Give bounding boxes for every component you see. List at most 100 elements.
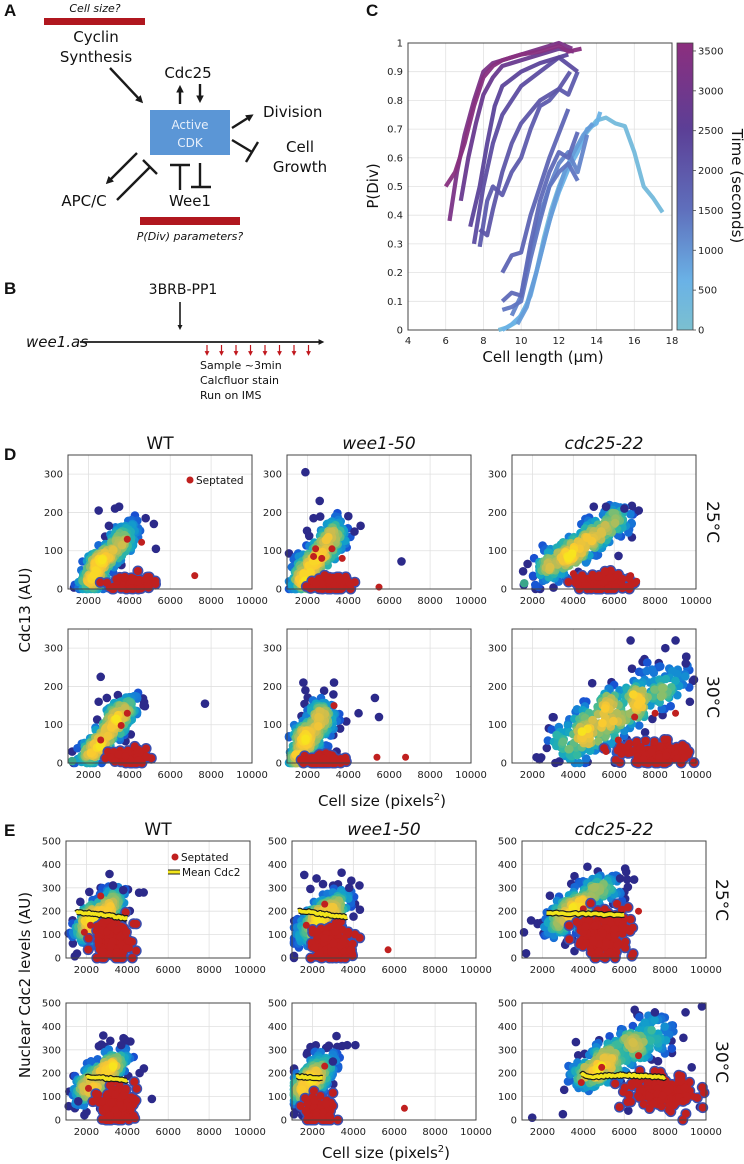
outlier-point [354,708,363,718]
scatter-point [589,883,599,892]
colorbar-tick-label: 1000 [698,246,723,257]
pdiv-question: P(Div) parameters? [137,230,244,243]
c-y-tick-label: 0.7 [387,125,403,136]
e-y-axis-label: Nuclear Cdc2 levels (AU) [16,892,34,1078]
scatter-point [624,528,633,537]
scatter-point [588,715,597,725]
septated-point [84,945,93,954]
d-title-cdc25-22: cdc25-22 [565,434,644,454]
d-legend-septated-label: Septated [196,475,244,487]
y-tick-label: 400 [42,860,61,871]
septated-point [355,933,364,942]
scatter-point [301,734,310,744]
scatter-point [314,712,323,722]
septated-point [132,946,141,955]
septated-point [602,748,610,756]
septated-point [310,552,318,560]
y-tick-label: 400 [498,860,517,871]
y-tick-label: 0 [57,585,63,596]
cell-size-question: Cell size? [69,2,120,15]
drug-label: 3BRB-PP1 [149,282,218,298]
outlier-point [67,756,77,766]
y-tick-label: 400 [268,860,287,871]
y-tick-label: 0 [276,585,282,596]
protocol-step-3: Run on IMS [200,389,262,402]
y-tick-label: 0 [276,759,282,770]
protocol-step-2: Calcfluor stain [200,374,279,387]
colorbar-tick-label: 2000 [698,166,723,177]
pdiv-curve [500,108,571,274]
scatter-point [299,569,308,579]
scatter-point [614,551,623,561]
x-tick-label: 10000 [680,596,712,607]
septated-point [102,578,111,587]
cell-size-bar [44,18,145,25]
outlier-point [315,496,325,506]
x-tick-label: 6000 [376,770,401,781]
x-tick-label: 2000 [74,965,99,976]
septated-point [601,567,609,576]
scatter-point [582,533,592,542]
x-tick-label: 4000 [115,965,140,976]
c-y-tick-label: 0.9 [387,67,403,78]
outlier-point [94,697,103,707]
y-tick-label: 200 [263,508,282,519]
x-tick-label: 4000 [336,770,361,781]
septated-point [618,574,627,583]
scatter-point [107,723,116,732]
c-y-tick-label: 0.2 [387,268,403,279]
y-tick-label: 300 [498,883,517,894]
septated-point [681,743,690,752]
c-y-axis-label: P(Div) [364,163,382,208]
scatter-point [661,674,671,684]
x-tick-label: 4000 [341,965,366,976]
scatter-point [609,716,618,726]
scatter-point [681,672,690,681]
x-tick-label: 8000 [198,770,223,781]
septated-point [123,709,131,717]
x-tick-label: 6000 [157,770,182,781]
scatter-point [634,721,644,730]
y-tick-label: 0 [511,954,517,965]
e-temp-25: 25°C [711,879,731,921]
y-tick-label: 200 [263,682,282,693]
strain-label: wee1.as [26,333,88,351]
septated-point [320,571,329,580]
septated-point [114,750,123,759]
y-tick-label: 100 [268,930,287,941]
scatter-point [598,718,607,728]
colorbar-tick-label: 3000 [698,86,723,97]
x-tick-label: 2000 [530,965,555,976]
colorbar-tick-label: 1500 [698,206,723,217]
c-y-tick-label: 0 [397,326,403,337]
y-tick-label: 300 [488,644,507,655]
septated-point [132,919,141,928]
outlier-point [306,884,315,894]
scatter-point [329,690,338,699]
scatter-point [650,685,659,694]
time-colorbar [676,42,694,331]
septated-point [310,943,319,952]
y-tick-label: 300 [263,470,282,481]
panel-a-diagram: A Cell size? Cyclin Synthesis Cdc25 Acti… [4,1,327,243]
septated-point [108,922,117,931]
scatter-point [319,686,329,695]
septated-point [330,702,338,710]
pdiv-curve [515,122,595,326]
c-y-tick-label: 0.1 [387,297,403,308]
panel-e-scatter: E WT wee1-50 cdc25-22 25°C 30°C Nuclear … [4,820,731,1162]
septated-point [121,752,130,761]
d-temp-30: 30°C [702,676,722,718]
scatter-point [304,531,314,541]
colorbar-tick-label: 3500 [698,46,723,57]
x-tick-label: 10000 [234,965,266,976]
scatter-point [577,727,587,736]
outlier-point [139,701,148,710]
septated-point [107,941,115,950]
colorbar-tick-label: 2500 [698,126,723,137]
septated-point [373,753,381,761]
